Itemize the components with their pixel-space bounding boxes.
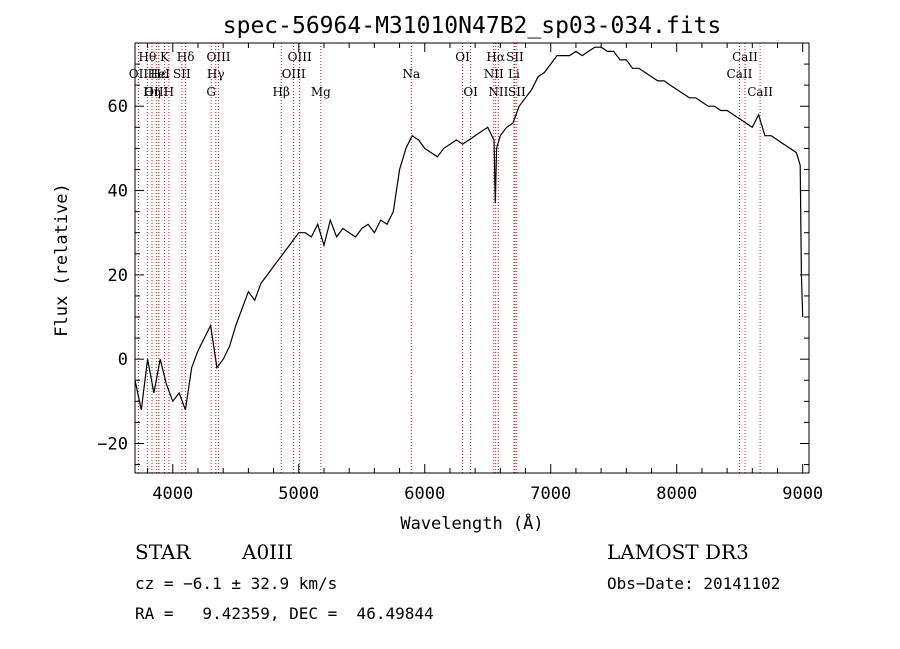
spectral-line-label: CaII	[727, 67, 753, 81]
axis-ticks: 4000 5000 6000 7000 8000 9000 −20 0 20 40 60	[97, 42, 823, 504]
flux-series	[134, 46, 804, 411]
x-tick-label: 7000	[530, 484, 571, 504]
y-axis-label: Flux (relative)	[52, 183, 72, 337]
spectral-line-label: Hθ	[138, 50, 156, 64]
spectral-line-label: OIII	[288, 50, 312, 64]
spectral-line-label: Na	[402, 67, 420, 81]
coordinates-text: RA = 9.42359, DEC = 46.49844	[135, 604, 434, 623]
spectral-line-label: CaII	[747, 85, 773, 99]
spectral-line-label: H	[164, 85, 174, 99]
redshift-text: cz = −6.1 ± 32.9 km/s	[135, 574, 338, 593]
x-tick-label: 6000	[404, 484, 445, 504]
spectral-line-label: G	[206, 85, 216, 99]
x-tick-label: 5000	[278, 484, 319, 504]
spectral-line-label: SII	[508, 85, 526, 99]
object-subclass: A0III	[242, 540, 293, 564]
obs-date-text: Obs−Date: 20141102	[607, 574, 781, 593]
flux-line	[134, 46, 804, 411]
chart-title: spec-56964-M31010N47B2_sp03-034.fits	[223, 13, 722, 39]
x-tick-label: 9000	[782, 484, 823, 504]
spectral-line-label: CaII	[732, 50, 758, 64]
spectral-line-label: Hε	[150, 67, 167, 81]
spectral-line-label: NII	[484, 67, 504, 81]
y-tick-label: 0	[118, 350, 128, 370]
spectral-line-label: Mg	[311, 85, 331, 99]
spectral-line-label: HeI	[148, 67, 171, 81]
spectral-line-label: Hβ	[273, 85, 290, 99]
spectral-line-label: NII	[488, 85, 508, 99]
spectral-line-label: SII	[173, 67, 191, 81]
spectral-line-markers	[137, 43, 761, 473]
spectral-line-label: Hη	[143, 85, 161, 99]
x-tick-label: 8000	[656, 484, 697, 504]
x-axis-label: Wavelength (Å)	[400, 512, 543, 534]
plot-frame	[134, 42, 810, 474]
spectral-line-label: OII	[129, 67, 149, 81]
spectral-line-labels: Hθ OII OIII K Hε Hη HeI H Hδ SII OIII Hγ G Hβ OIII OIII…	[129, 50, 774, 99]
survey-name: LAMOST DR3	[607, 540, 749, 564]
spectral-line-label: OIII	[282, 67, 306, 81]
spectral-line-label: SII	[506, 50, 524, 64]
spectral-line-label: Li	[508, 67, 520, 81]
y-tick-label: 60	[108, 97, 128, 117]
object-class: STAR	[135, 540, 191, 564]
y-tick-label: 20	[108, 266, 128, 286]
y-tick-label: −20	[97, 434, 128, 454]
spectral-line-label: OIII	[206, 50, 230, 64]
spectral-line-label: OI	[455, 50, 470, 64]
spectral-line-label: K	[160, 50, 170, 64]
spectral-line-label: Hα	[486, 50, 505, 64]
spectral-line-label: Hδ	[177, 50, 195, 64]
spectral-line-label: Hγ	[207, 67, 225, 81]
spectral-line-label: OI	[463, 85, 478, 99]
spectral-line-label: OIII	[144, 85, 168, 99]
y-tick-label: 40	[108, 182, 128, 202]
x-tick-label: 4000	[152, 484, 193, 504]
